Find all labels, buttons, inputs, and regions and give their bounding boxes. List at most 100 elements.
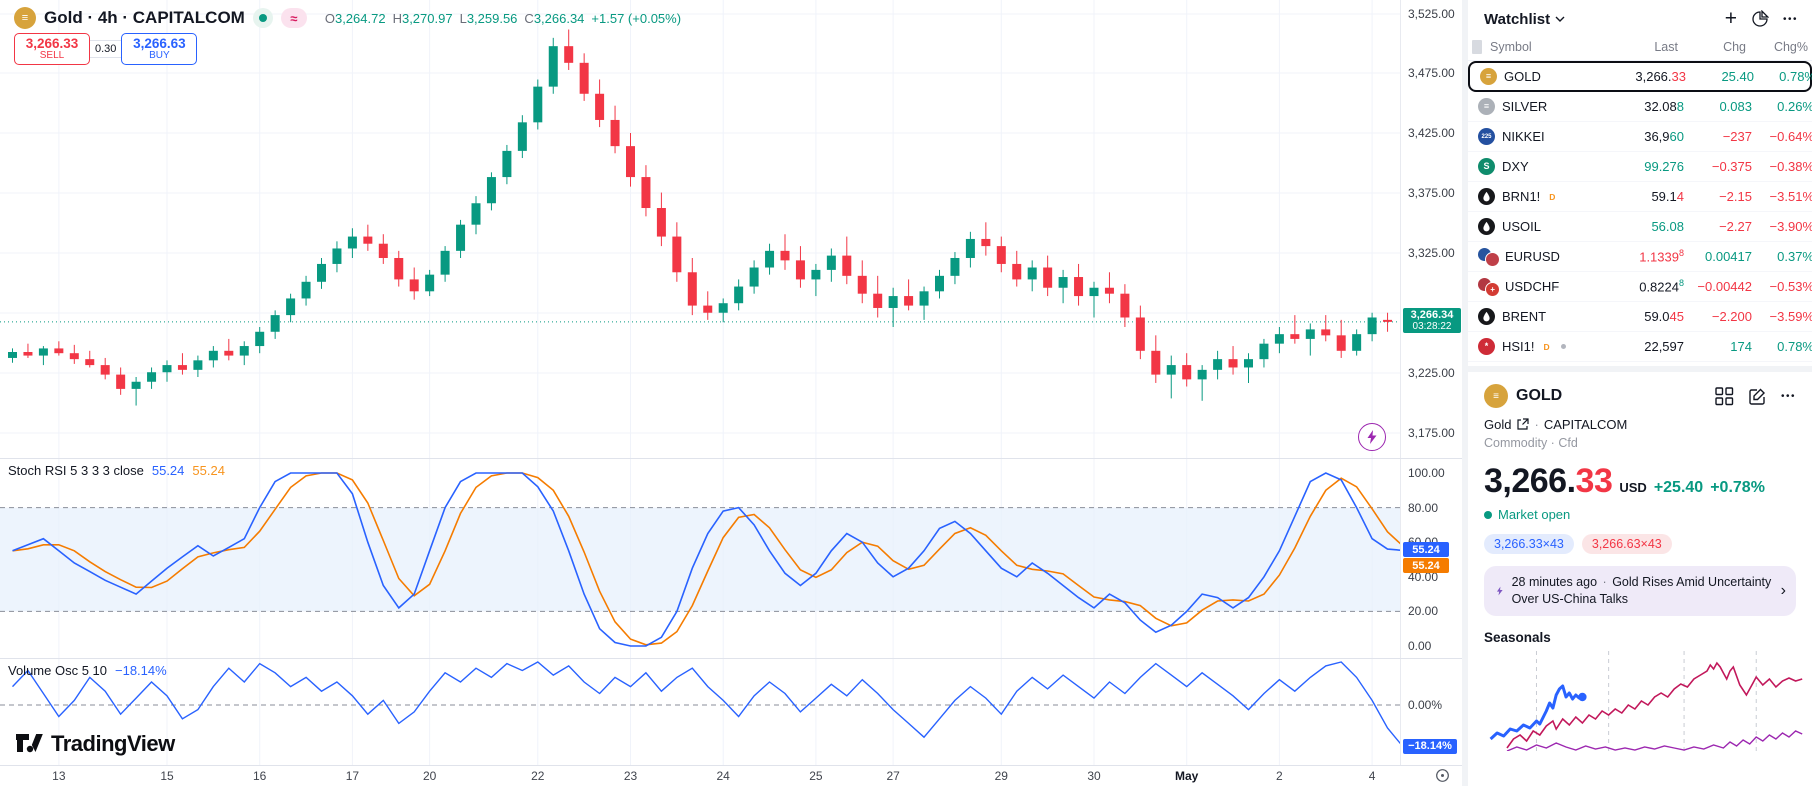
news-lightning-icon — [1496, 586, 1503, 596]
low-value: 3,259.56 — [466, 10, 518, 26]
news-card[interactable]: 28 minutes ago · Gold Rises Amid Uncerta… — [1484, 566, 1796, 616]
volume-osc-chart[interactable] — [0, 659, 1400, 765]
detail-change-pct: +0.78% — [1710, 479, 1765, 496]
price-pane[interactable]: 3,266.34 03:28:22 3,525.00 3,475.00 3,425.… — [0, 0, 1462, 458]
chevron-right-icon[interactable]: › — [1780, 581, 1786, 599]
watchlist-title[interactable]: Watchlist — [1484, 11, 1565, 28]
symbol-icon: S — [1478, 158, 1495, 175]
external-link-icon[interactable] — [1516, 418, 1530, 431]
watchlist-row-hsi1[interactable]: * HSI1! D 22,597 174 0.78% — [1468, 332, 1812, 362]
volume-axis[interactable]: 0.00% −18.14% — [1400, 659, 1462, 765]
stoch-rsi-chart[interactable] — [0, 459, 1400, 658]
symbol-name: HSI1! — [1502, 339, 1535, 354]
status-dot-icon — [1560, 344, 1566, 349]
price-axis-label: 3,425.00 — [1408, 126, 1455, 140]
grid-layout-icon[interactable] — [1715, 386, 1734, 406]
last-value: 56.08 — [1651, 219, 1684, 234]
chg-pct-value: 0.26% — [1777, 99, 1812, 114]
chg-pct-value: −3.59% — [1769, 309, 1812, 324]
volume-osc-value-label: −18.14% — [1403, 738, 1457, 754]
currency-pair-icon — [1478, 248, 1500, 267]
tradingview-logo-icon — [16, 734, 43, 753]
data-badge: D — [1549, 191, 1556, 202]
chevron-down-icon — [1555, 16, 1565, 22]
time-axis[interactable]: 13 15 16 17 20 22 23 24 25 27 29 30 May 2 4 — [0, 765, 1462, 786]
last-value: 99.276 — [1644, 159, 1684, 174]
bid-pill[interactable]: 3,266.33×43 — [1484, 534, 1574, 554]
watchlist-row-silver[interactable]: ≡ SILVER 32.088 0.083 0.26% — [1468, 92, 1812, 122]
add-symbol-button[interactable]: + — [1724, 7, 1737, 30]
detail-change: +25.40 — [1653, 479, 1704, 496]
last-value: 22,597 — [1644, 339, 1684, 354]
delayed-data-icon[interactable]: ≈ — [280, 8, 307, 28]
ask-pill[interactable]: 3,266.63×43 — [1581, 534, 1672, 554]
volume-osc-legend[interactable]: Volume Osc 5 10 −18.14% — [8, 663, 167, 678]
stoch-axis-label: 100.00 — [1408, 466, 1445, 480]
market-open-dot-icon — [1484, 510, 1492, 519]
chg-pct-value: −0.64% — [1769, 129, 1812, 144]
watchlist-row-usdchf[interactable]: + USDCHF 0.82248 −0.00442 −0.53% — [1468, 272, 1812, 302]
symbol-icon: 225 — [1478, 128, 1495, 145]
watchlist-rows: ≡ GOLD 3,266.33 25.40 0.78% ≡ SILVER 32.088 0.08… — [1468, 61, 1812, 362]
detail-name[interactable]: Gold — [1484, 417, 1512, 432]
seasonals-chart[interactable] — [1484, 650, 1812, 751]
sell-button[interactable]: 3,266.33 SELL — [14, 33, 90, 65]
watchlist-row-dxy[interactable]: S DXY 99.276 −0.375 −0.38% — [1468, 152, 1812, 182]
news-title: Gold Rises Amid Uncertainty Over US-Chin… — [1511, 575, 1772, 606]
heatmap-pie-icon[interactable] — [1751, 10, 1769, 28]
symbol-name: USDCHF — [1505, 279, 1560, 294]
chg-pct-value: 0.37% — [1777, 249, 1812, 264]
open-value: 3,264.72 — [334, 10, 386, 26]
last-value: 59.045 — [1644, 309, 1684, 324]
candlestick-chart[interactable] — [0, 0, 1400, 458]
detail-exchange: CAPITALCOM — [1543, 417, 1628, 432]
detail-price-row: 3,266.33 USD +25.40 +0.78% — [1484, 462, 1765, 500]
data-badge: D — [1543, 341, 1550, 352]
stoch-rsi-title: Stoch RSI 5 3 3 3 close — [8, 463, 144, 478]
time-axis-label: 17 — [345, 769, 360, 783]
chg-pct-value: −3.90% — [1769, 219, 1812, 234]
time-axis-label: 4 — [1368, 769, 1376, 783]
time-axis-label: 15 — [160, 769, 174, 783]
seasonals-section: Seasonals — [1468, 616, 1812, 751]
time-axis-label: 2 — [1276, 769, 1283, 783]
chg-pct-value: −0.53% — [1769, 279, 1812, 294]
price-axis[interactable]: 3,266.34 03:28:22 3,525.00 3,475.00 3,425.… — [1400, 0, 1462, 458]
chg-value: 174 — [1730, 339, 1752, 354]
volume-osc-pane[interactable]: 0.00% −18.14% Volume Osc 5 10 −18.14% Tr… — [0, 658, 1462, 765]
price-axis-label: 3,175.00 — [1408, 426, 1455, 440]
chg-pct-value: 0.78% — [1777, 339, 1812, 354]
tradingview-logo[interactable]: TradingView — [16, 731, 175, 757]
symbol-name: NIKKEI — [1502, 129, 1545, 144]
last-value: 1.13398 — [1639, 248, 1684, 265]
watchlist-row-usoil[interactable]: USOIL 56.08 −2.27 −3.90% — [1468, 212, 1812, 242]
time-axis-label: 27 — [886, 769, 900, 783]
watchlist-more-button[interactable]: ••• — [1782, 13, 1798, 25]
price-axis-label: 3,475.00 — [1408, 66, 1455, 80]
volume-osc-value: −18.14% — [115, 663, 167, 678]
stoch-rsi-legend[interactable]: Stoch RSI 5 3 3 3 close 55.24 55.24 — [8, 463, 225, 478]
watchlist-row-nikkei[interactable]: 225 NIKKEI 36,960 −237 −0.64% — [1468, 122, 1812, 152]
list-handle-icon[interactable] — [1472, 40, 1482, 54]
stoch-d-value: 55.24 — [192, 463, 225, 478]
watchlist-row-brn1[interactable]: BRN1! D 59.14 −2.15 −3.51% — [1468, 182, 1812, 212]
panel-divider — [1468, 366, 1812, 372]
watchlist-row-eurusd[interactable]: EURUSD 1.13398 0.00417 0.37% — [1468, 242, 1812, 272]
symbol-title[interactable]: Gold · 4h · CAPITALCOM — [44, 8, 245, 27]
watchlist-row-gold[interactable]: ≡ GOLD 3,266.33 25.40 0.78% — [1468, 61, 1812, 92]
instant-order-lightning-icon[interactable] — [1358, 423, 1386, 451]
market-open-dot-icon[interactable] — [252, 8, 273, 28]
edit-note-icon[interactable] — [1748, 387, 1767, 406]
close-value: 3,266.34 — [533, 10, 585, 26]
watchlist-row-brent[interactable]: BRENT 59.045 −2.200 −3.59% — [1468, 302, 1812, 332]
detail-symbol[interactable]: GOLD — [1516, 387, 1563, 404]
last-value: 59.14 — [1651, 189, 1684, 204]
detail-more-button[interactable]: ••• — [1780, 390, 1796, 402]
stoch-axis-label: 80.00 — [1408, 500, 1439, 515]
timezone-clock-icon[interactable] — [1435, 768, 1450, 783]
stoch-d-value-label: 55.24 — [1403, 558, 1449, 574]
symbol-icon: ≡ — [1478, 98, 1495, 115]
buy-button[interactable]: 3,266.63 BUY — [121, 33, 198, 65]
